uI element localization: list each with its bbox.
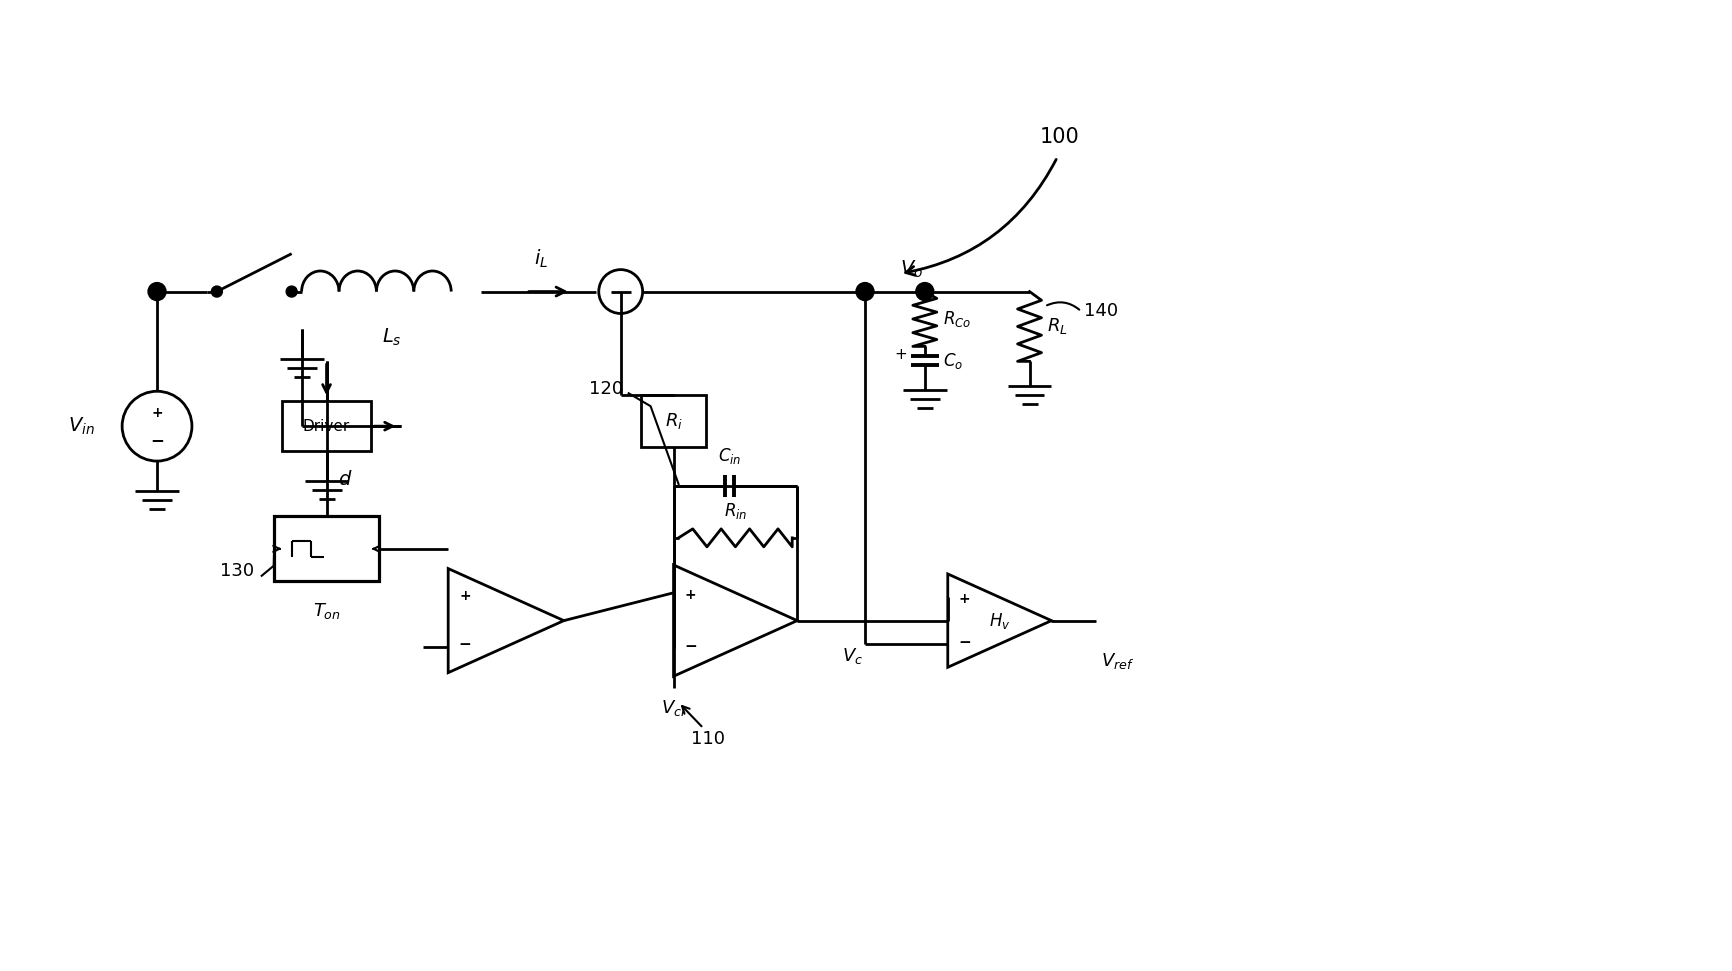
Text: 100: 100 [1039,127,1079,147]
Circle shape [147,283,166,301]
Text: 120: 120 [589,381,624,398]
Text: −: − [459,637,471,653]
Text: $R_L$: $R_L$ [1048,317,1069,337]
Text: $V_o$: $V_o$ [901,258,923,280]
Text: $V_c$: $V_c$ [842,646,863,665]
Text: 140: 140 [1084,303,1119,320]
Text: $T_{on}$: $T_{on}$ [312,601,341,620]
Text: 110: 110 [691,730,726,749]
Bar [641,395,707,447]
Text: $L_s$: $L_s$ [381,326,402,348]
Text: $H_v$: $H_v$ [989,611,1010,630]
Text: +: + [151,406,163,420]
Circle shape [856,283,875,301]
Text: +: + [459,589,471,603]
Text: $R_i$: $R_i$ [665,411,682,431]
Bar [274,517,379,582]
Text: −: − [958,635,972,650]
Text: −: − [151,431,165,450]
Text: $i_L$: $i_L$ [533,248,547,270]
Text: $V_{in}$: $V_{in}$ [68,416,95,437]
Text: +: + [894,347,908,362]
Circle shape [286,286,298,297]
Text: $R_{Co}$: $R_{Co}$ [942,310,972,329]
Text: Driver: Driver [303,419,350,434]
Text: $R_{in}$: $R_{in}$ [724,501,746,520]
Bar [282,401,371,452]
Text: d: d [338,470,352,488]
Text: −: − [684,639,696,654]
Text: +: + [960,592,970,606]
Text: $V_{ci}$: $V_{ci}$ [662,698,686,719]
Text: $C_o$: $C_o$ [942,351,963,371]
Circle shape [916,283,934,301]
Circle shape [211,286,222,297]
Text: $V_{ref}$: $V_{ref}$ [1102,651,1134,671]
Text: 130: 130 [220,562,255,580]
Text: +: + [684,587,696,602]
Text: $C_{in}$: $C_{in}$ [719,446,741,466]
